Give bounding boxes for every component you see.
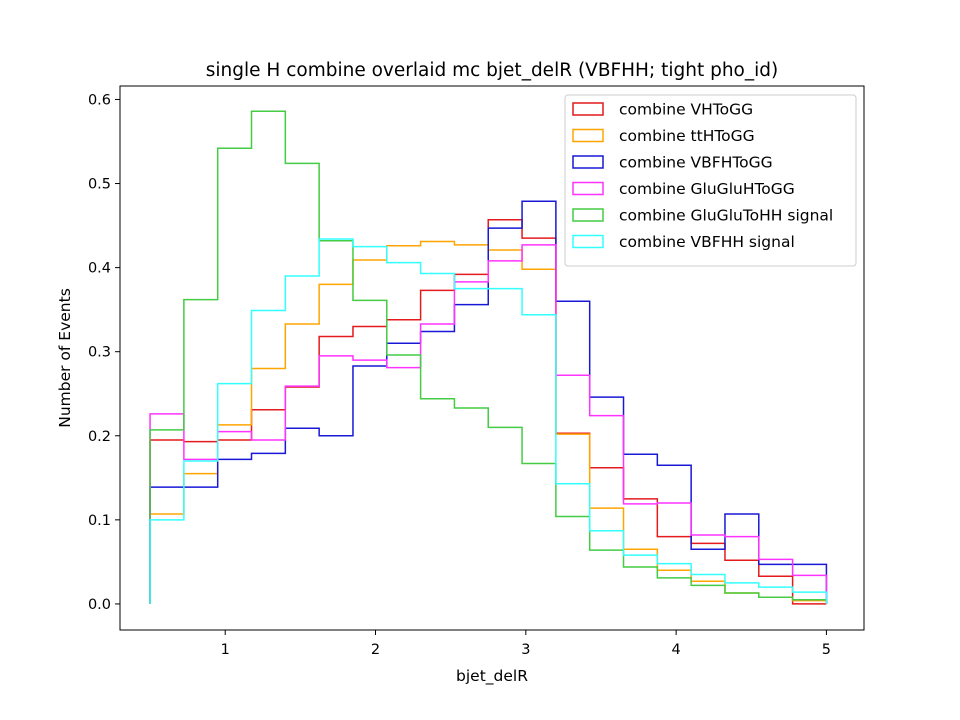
- legend-swatch: [572, 128, 604, 143]
- y-tick-label: 0.4: [88, 261, 111, 277]
- legend-entry-label: combine VBFHToGG: [619, 154, 773, 172]
- y-tick-label: 0.6: [88, 92, 111, 108]
- y-tick-label: 0.3: [88, 345, 111, 361]
- x-tick-label: 4: [672, 642, 681, 658]
- plot-lines: [149, 110, 828, 605]
- legend-entry-label: combine ttHToGG: [619, 127, 755, 145]
- legend-swatch: [572, 155, 604, 169]
- x-axis-label: bjet_delR: [456, 667, 528, 686]
- plot-area-frame: [119, 85, 865, 631]
- y-tick-label: 0.1: [88, 513, 111, 529]
- y-axis-label: Number of Events: [56, 288, 74, 428]
- chart-title: single H combine overlaid mc bjet_delR (…: [206, 60, 778, 81]
- series-line-5: [149, 238, 828, 604]
- y-tick-label: 0.5: [88, 177, 111, 193]
- legend-swatch: [572, 208, 604, 222]
- x-tick-label: 3: [521, 642, 530, 658]
- x-tick-label: 5: [822, 642, 831, 658]
- legend-entry-label: combine VBFHH signal: [619, 233, 795, 251]
- x-tick-label: 2: [371, 642, 380, 658]
- legend-entry-label: combine VHToGG: [619, 101, 753, 119]
- legend-entry-label: combine GluGluToHH signal: [619, 207, 833, 225]
- y-axis-ticks: 0.0 0.1 0.2 0.3 0.4 0.5 0.6: [88, 92, 120, 613]
- legend-entry-label: combine GluGluHToGG: [619, 180, 795, 198]
- legend: combine VHToGG combine ttHToGG combine VBF…: [564, 94, 857, 267]
- legend-swatch: [572, 102, 604, 116]
- x-tick-label: 1: [221, 642, 230, 658]
- series-line-3: [149, 244, 828, 604]
- legend-box: [564, 94, 857, 267]
- y-tick-label: 0.2: [88, 429, 111, 445]
- legend-swatch: [572, 181, 604, 196]
- y-tick-label: 0.0: [88, 597, 111, 613]
- series-line-4: [149, 110, 828, 604]
- x-axis-ticks: 1 2 3 4 5: [221, 630, 831, 658]
- legend-swatch: [572, 234, 604, 249]
